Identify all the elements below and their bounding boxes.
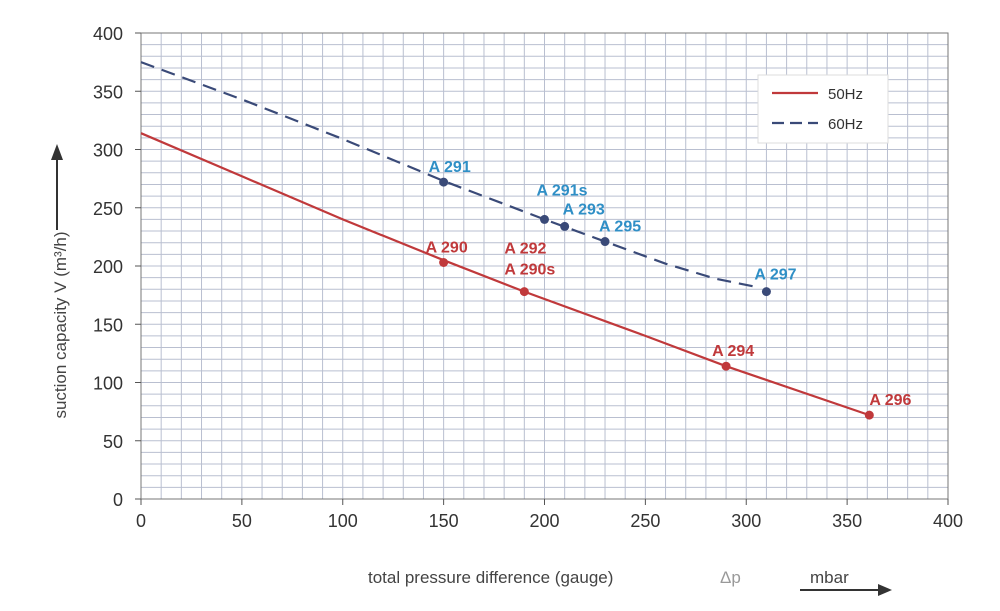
data-point [761,287,771,297]
legend-box [757,74,889,144]
y-tick-label: 50 [103,432,123,452]
series-line-60Hz [140,61,757,289]
legend: 50Hz 60Hz [757,74,889,144]
x-axis-symbol: Δp [720,568,741,587]
y-tick-label: 100 [93,374,123,394]
grid [140,32,949,500]
data-point [864,410,874,420]
data-point-label: A 293 [563,201,605,218]
x-axis-arrow [800,584,892,596]
data-point [439,177,449,187]
x-tick-label: 250 [630,511,660,531]
data-point [439,258,449,268]
data-point-label: A 295 [599,219,641,236]
y-tick-label: 200 [93,257,123,277]
y-tick-label: 400 [93,24,123,44]
data-point-label: A 291s [537,182,588,199]
data-point [721,361,731,371]
data-point [519,287,529,297]
legend-label: 50Hz [828,86,863,103]
data-point-label: A 290 [426,240,468,257]
data-point-label: A 294 [712,343,754,360]
y-tick-label: 0 [113,490,123,510]
x-axis-unit: mbar [810,568,849,587]
legend-label: 60Hz [828,116,863,133]
x-tick-label: 300 [731,511,761,531]
data-point-label: A 290s [504,262,555,279]
x-tick-label: 100 [328,511,358,531]
y-axis-label: suction capacity V (m³/h) [51,231,70,418]
y-tick-label: 300 [93,141,123,161]
x-tick-label: 400 [933,511,963,531]
x-tick-label: 150 [429,511,459,531]
data-point-label: A 297 [754,267,796,284]
y-tick-label: 250 [93,199,123,219]
data-point-label: A 296 [869,392,911,409]
x-tick-label: 350 [832,511,862,531]
y-axis-arrow [51,144,63,230]
x-tick-label: 50 [232,511,252,531]
data-point [560,221,570,231]
data-points: A 290 A 292 A 290s A 294 A 296 A 291 A 291s A 2… [426,159,912,420]
x-axis-label: total pressure difference (gauge) [368,568,613,587]
y-tick-label: 350 [93,82,123,102]
axes: 0 50 100 150 200 250 300 350 400 0 50 100 150 200 250 3… [93,24,963,531]
x-tick-label: 200 [529,511,559,531]
y-tick-label: 150 [93,315,123,335]
x-tick-label: 0 [136,511,146,531]
series-lines [140,61,870,417]
data-point [600,237,610,247]
data-point-label: A 292 [504,241,546,258]
series-line-50Hz [140,132,870,417]
data-point [540,214,549,224]
data-point-label: A 291 [429,159,471,176]
